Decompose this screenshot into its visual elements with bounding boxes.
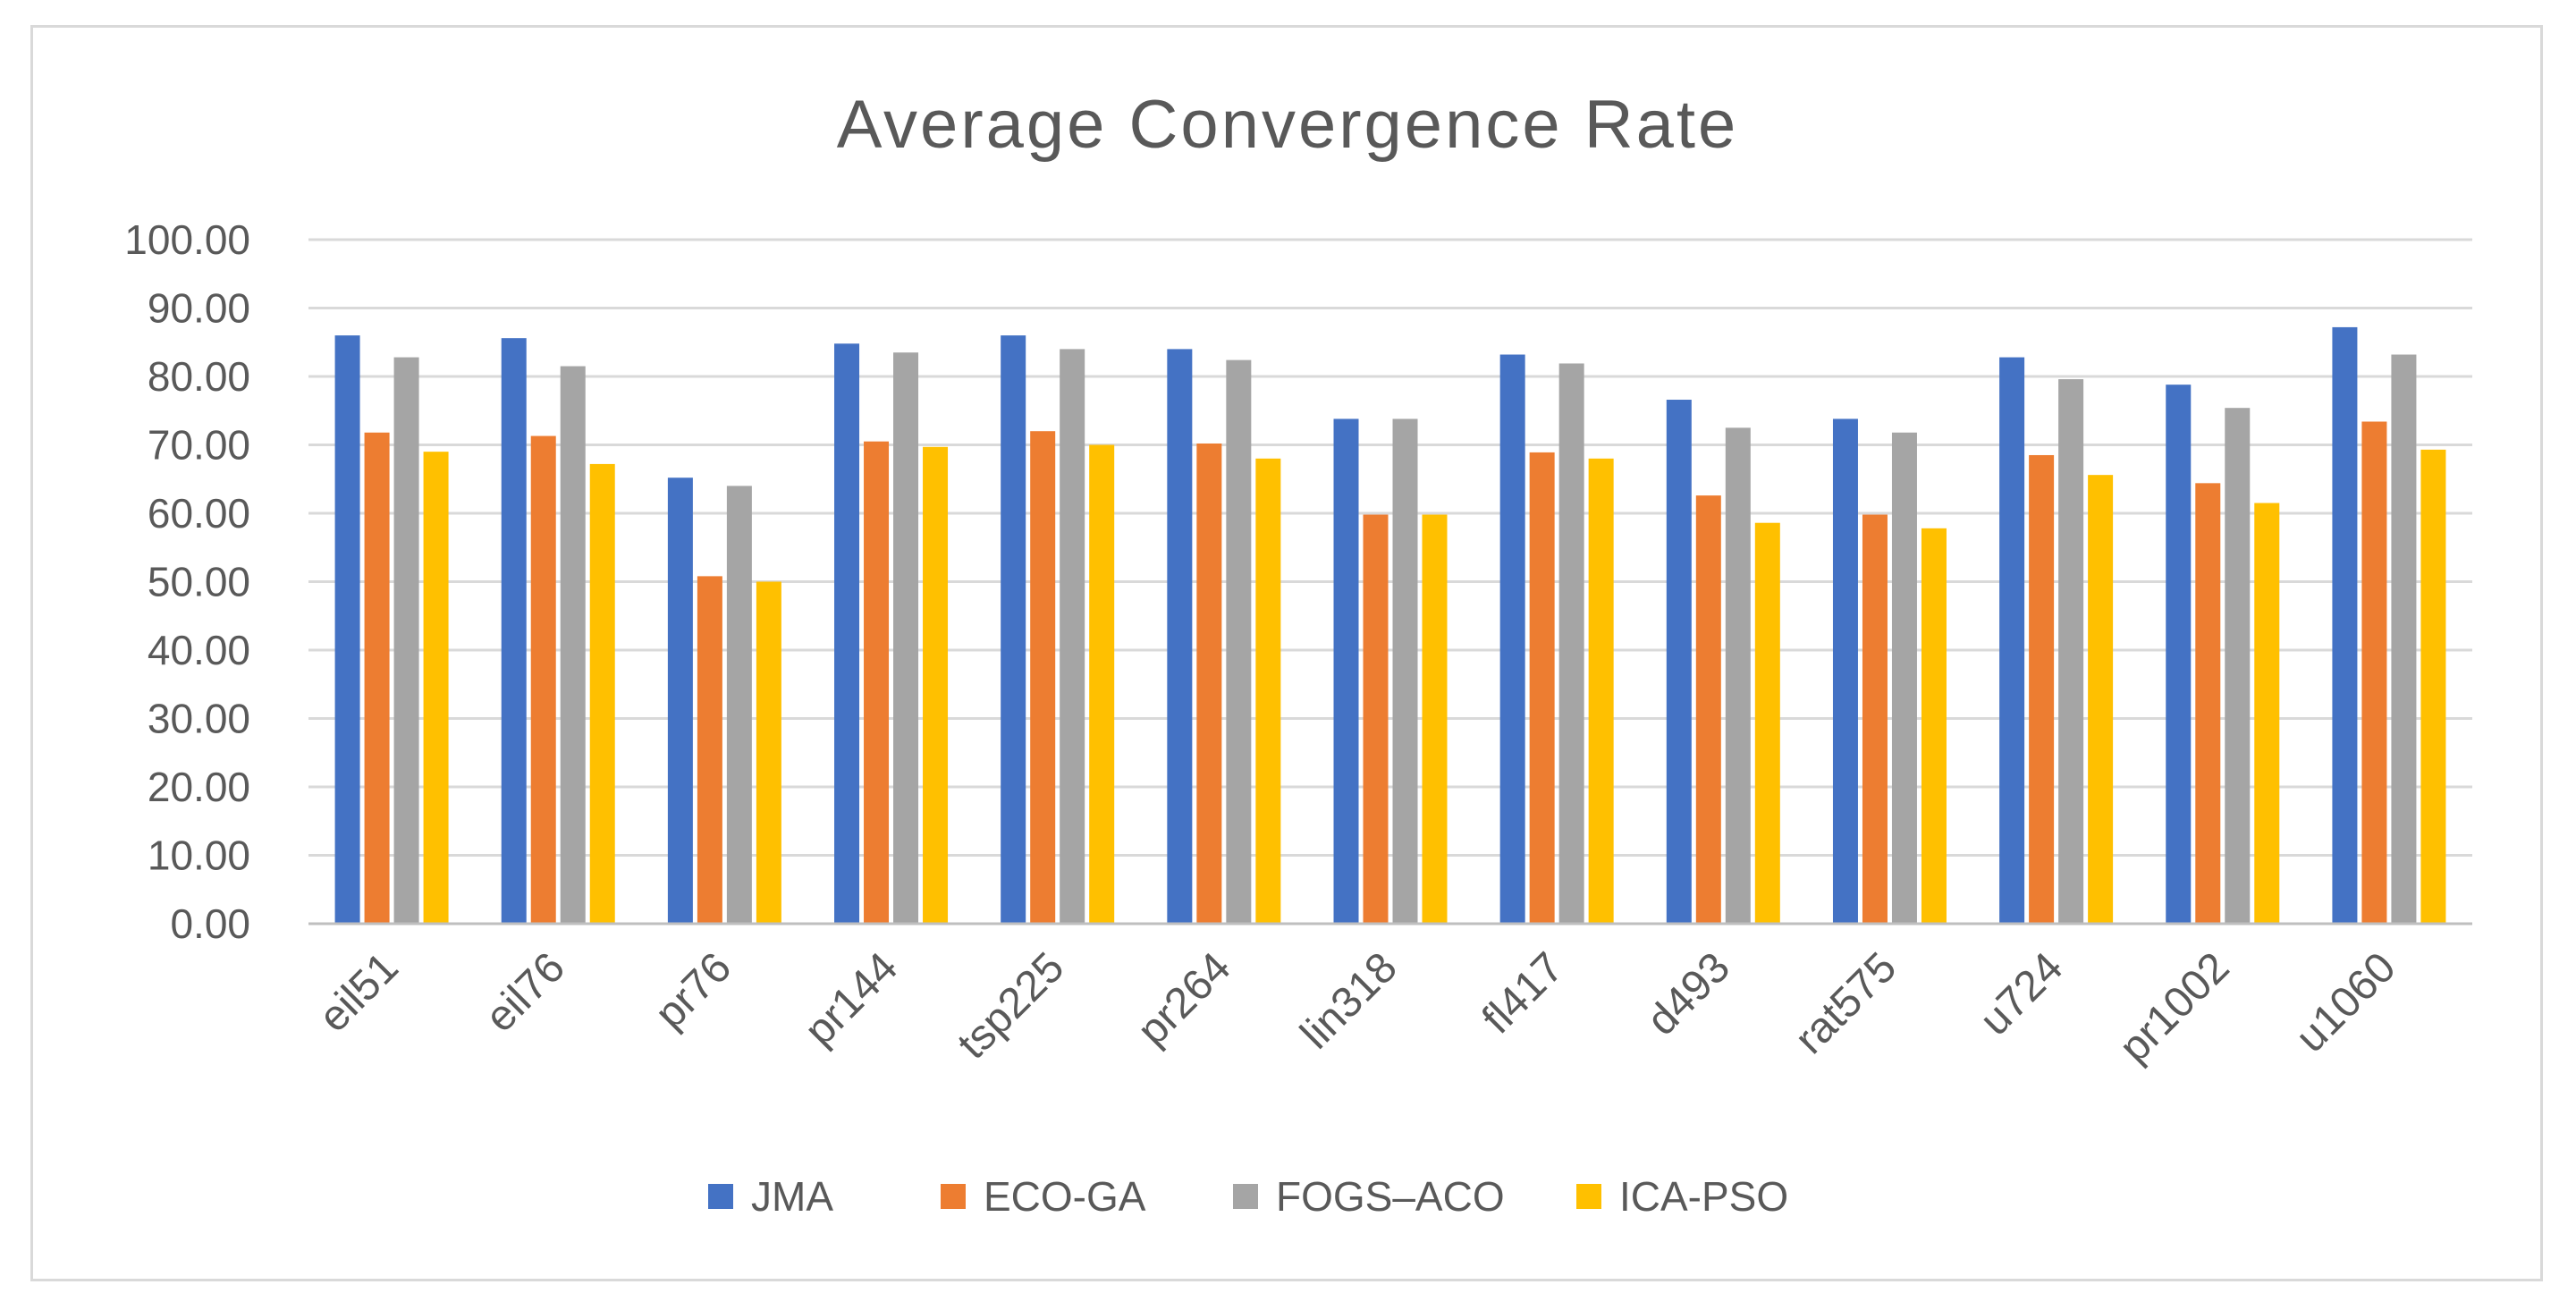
- bar-rat575-ica-pso: [1921, 528, 1947, 924]
- x-tick-label: u1060: [2287, 943, 2405, 1061]
- legend-label: FOGS–ACO: [1276, 1173, 1505, 1220]
- bar-pr264-jma: [1167, 349, 1193, 924]
- bar-pr144-jma: [834, 343, 860, 924]
- legend: JMA ECO-GA FOGS–ACO ICA-PSO: [708, 1173, 1788, 1220]
- x-tick-label: d493: [1638, 943, 1739, 1044]
- bar-pr144-ica-pso: [923, 446, 949, 924]
- legend-label: JMA: [751, 1173, 833, 1220]
- bar-u724-eco-ga: [2029, 454, 2055, 925]
- y-tick-label: 10.00: [148, 832, 250, 879]
- bar-fl417-eco-ga: [1529, 452, 1555, 924]
- bar-eil76-jma: [501, 338, 527, 924]
- bar-u724-fogs-aco: [2058, 379, 2084, 924]
- legend-swatch: [1576, 1184, 1601, 1209]
- y-tick-label: 70.00: [148, 422, 250, 469]
- chart-frame: [30, 25, 2543, 1281]
- bar-pr1002-fogs-aco: [2225, 408, 2251, 924]
- bar-tsp225-eco-ga: [1030, 431, 1056, 924]
- bar-rat575-eco-ga: [1862, 514, 1888, 924]
- bar-u724-jma: [1999, 357, 2025, 925]
- bar-tsp225-fogs-aco: [1060, 349, 1085, 924]
- bar-fl417-fogs-aco: [1558, 363, 1584, 925]
- bar-pr264-eco-ga: [1196, 443, 1222, 925]
- bar-fl417-ica-pso: [1588, 458, 1614, 924]
- y-tick-label: 90.00: [148, 285, 250, 332]
- x-axis-ticks: eil51 eil76 pr76 pr144 tsp225 pr264 lin318 fl41…: [310, 943, 2405, 1071]
- x-tick-label: pr76: [646, 943, 740, 1037]
- bar-u1060-eco-ga: [2361, 421, 2387, 924]
- bar-d493-ica-pso: [1754, 522, 1780, 924]
- x-tick-label: pr1002: [2110, 943, 2238, 1071]
- bar-d493-eco-ga: [1695, 495, 1721, 924]
- bar-lin318-fogs-aco: [1392, 418, 1418, 924]
- bar-eil76-fogs-aco: [560, 366, 586, 924]
- bar-d493-jma: [1666, 400, 1692, 924]
- legend-swatch: [941, 1184, 966, 1209]
- y-tick-label: 40.00: [148, 627, 250, 673]
- bar-pr76-eco-ga: [697, 576, 722, 924]
- bar-u724-ica-pso: [2088, 475, 2114, 924]
- bar-eil76-ica-pso: [589, 463, 615, 924]
- y-tick-label: 60.00: [148, 490, 250, 537]
- y-tick-label: 50.00: [148, 559, 250, 605]
- bar-lin318-ica-pso: [1422, 514, 1448, 924]
- x-tick-label: fl417: [1474, 943, 1573, 1043]
- x-tick-label: u724: [1971, 943, 2072, 1044]
- bar-u1060-jma: [2332, 326, 2358, 924]
- bar-fl417-jma: [1499, 354, 1525, 924]
- y-tick-label: 100.00: [124, 216, 250, 263]
- bar-tsp225-jma: [1001, 335, 1026, 925]
- bar-lin318-eco-ga: [1363, 514, 1389, 924]
- bar-eil51-eco-ga: [364, 432, 390, 925]
- bar-eil51-jma: [334, 335, 360, 925]
- x-tick-label: pr264: [1128, 943, 1239, 1054]
- gridlines: [308, 238, 2472, 857]
- x-tick-label: rat575: [1786, 943, 1906, 1063]
- bar-pr144-eco-ga: [864, 441, 890, 924]
- x-tick-label: lin318: [1292, 943, 1406, 1058]
- legend-swatch: [1233, 1184, 1258, 1209]
- legend-label: ICA-PSO: [1619, 1173, 1788, 1220]
- chart-title: Average Convergence Rate: [837, 87, 1739, 163]
- bar-tsp225-ica-pso: [1089, 444, 1115, 924]
- y-axis-ticks: 0.00 10.00 20.00 30.00 40.00 50.00 60.00 70.00 8…: [124, 216, 250, 947]
- bar-pr264-fogs-aco: [1226, 359, 1252, 924]
- legend-label: ECO-GA: [984, 1173, 1146, 1220]
- x-tick-label: tsp225: [949, 943, 1073, 1068]
- bar-rat575-fogs-aco: [1891, 432, 1917, 925]
- bar-pr76-fogs-aco: [726, 486, 752, 924]
- bar-pr1002-jma: [2166, 385, 2192, 924]
- bar-u1060-ica-pso: [2420, 449, 2446, 925]
- x-tick-label: eil51: [310, 943, 408, 1041]
- bar-eil51-ica-pso: [423, 452, 449, 924]
- bar-u1060-fogs-aco: [2391, 354, 2417, 924]
- bar-pr144-fogs-aco: [893, 352, 919, 925]
- bar-eil51-fogs-aco: [393, 357, 419, 925]
- y-tick-label: 30.00: [148, 696, 250, 742]
- legend-swatch: [708, 1184, 733, 1209]
- y-tick-label: 80.00: [148, 353, 250, 400]
- bars: [334, 326, 2446, 925]
- x-tick-label: eil76: [477, 943, 574, 1041]
- bar-pr264-ica-pso: [1255, 458, 1281, 924]
- y-tick-label: 0.00: [170, 900, 250, 947]
- bar-lin318-jma: [1333, 418, 1359, 924]
- bar-pr76-jma: [667, 478, 693, 924]
- bar-pr1002-eco-ga: [2195, 483, 2221, 924]
- y-tick-label: 20.00: [148, 764, 250, 810]
- bar-eil76-eco-ga: [530, 435, 556, 924]
- bar-pr1002-ica-pso: [2254, 503, 2280, 924]
- bar-d493-fogs-aco: [1725, 427, 1751, 924]
- bar-rat575-jma: [1832, 418, 1858, 924]
- x-tick-label: pr144: [796, 943, 907, 1054]
- bar-pr76-ica-pso: [756, 581, 781, 924]
